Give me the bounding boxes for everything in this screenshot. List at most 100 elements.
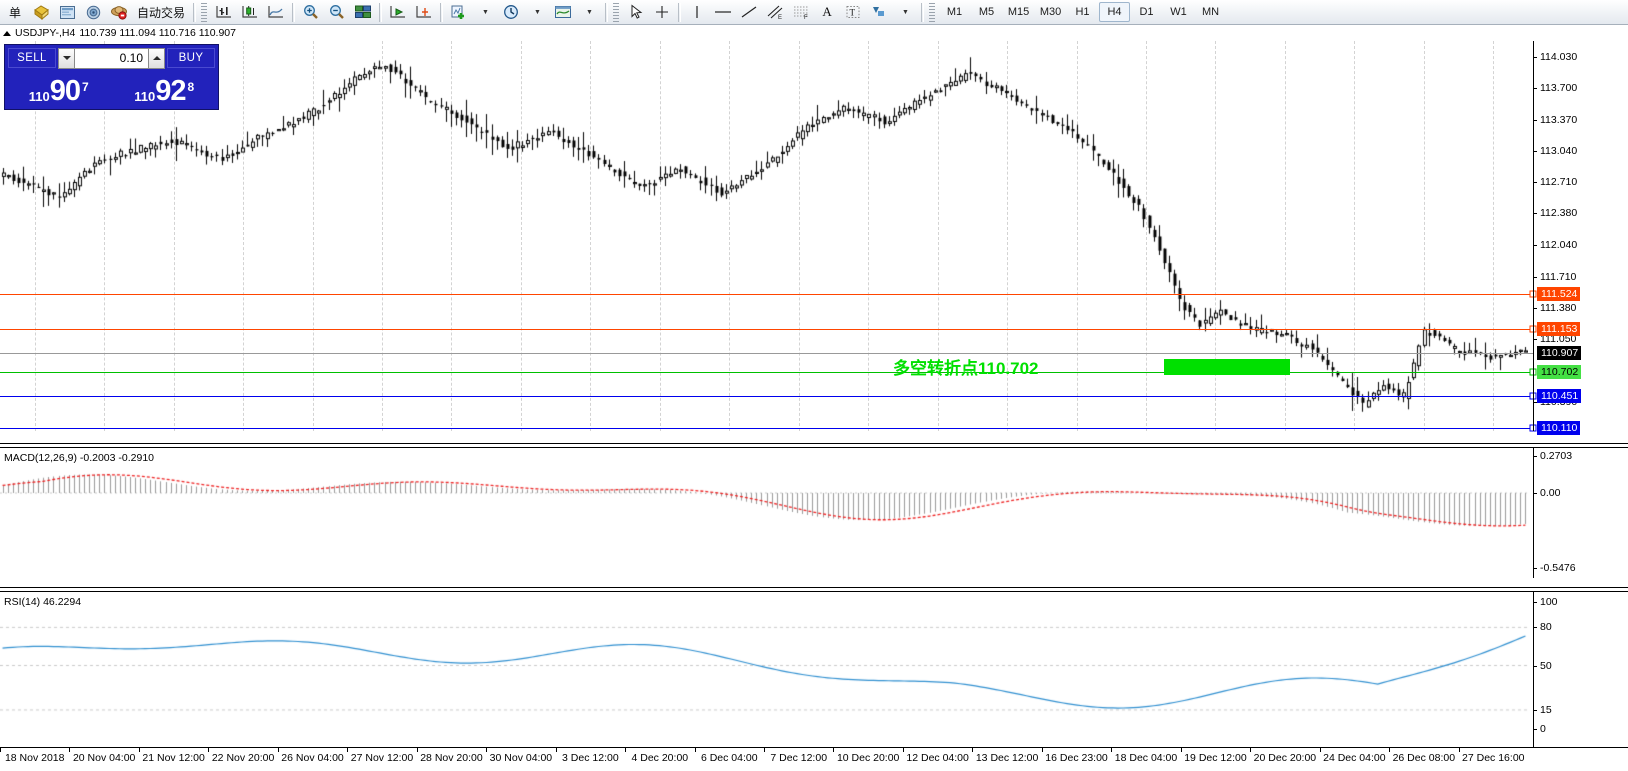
timeframe-button-w1[interactable]: W1: [1170, 6, 1187, 18]
rsi-tick: [1533, 627, 1537, 629]
time-axis[interactable]: 18 Nov 2018 20 Nov 04:00 21 Nov 12:00 22 No…: [0, 747, 1628, 771]
cursor-icon[interactable]: [623, 1, 649, 23]
timeframe-button-m15[interactable]: M15: [1007, 6, 1030, 18]
history-data-icon[interactable]: [28, 1, 54, 23]
one-click-trading-panel[interactable]: SELL 0.10 BUY 110 90 7 110 92 8: [4, 44, 219, 110]
trade-panel-prices: 110 90 7 110 92 8: [5, 71, 218, 109]
level-line-111.524[interactable]: [0, 294, 1533, 296]
sell-button[interactable]: SELL: [8, 48, 56, 68]
price-tick-label: 112.710: [1540, 176, 1578, 189]
periods-dropdown-arrow[interactable]: ▼: [534, 8, 541, 16]
zoom-out-icon[interactable]: [324, 1, 350, 23]
bar-chart-icon[interactable]: [211, 1, 237, 23]
rsi-tick: [1533, 665, 1537, 667]
level-line-110.110[interactable]: [0, 428, 1533, 430]
time-divider: [1042, 748, 1043, 752]
macd-tick: [1533, 568, 1537, 569]
level-line-110.451[interactable]: [0, 395, 1533, 397]
macd-tick-label: 0.2703: [1540, 450, 1573, 462]
timeframe-button-m5[interactable]: M5: [978, 6, 995, 18]
time-tick-label: 20 Nov 04:00: [72, 752, 136, 764]
level-line-111.153[interactable]: [0, 329, 1533, 331]
chart-shift-icon[interactable]: [411, 1, 437, 23]
volume-stepper[interactable]: 0.10: [58, 47, 165, 69]
terminal-icon[interactable]: [54, 1, 80, 23]
toolbar-grip-1[interactable]: [201, 2, 208, 22]
indicators-icon[interactable]: [446, 1, 472, 23]
timeframe-button-d1[interactable]: D1: [1139, 6, 1154, 18]
shapes-dropdown-arrow[interactable]: ▼: [902, 8, 909, 16]
rsi-tick: [1533, 602, 1537, 603]
auto-scroll-icon[interactable]: [385, 1, 411, 23]
time-divider: [486, 748, 487, 752]
candlestick-chart-icon[interactable]: [237, 1, 263, 23]
data-window-icon[interactable]: [80, 1, 106, 23]
time-tick-label: 3 Dec 12:00: [562, 752, 619, 764]
templates-icon[interactable]: [550, 1, 576, 23]
svg-text:F: F: [804, 15, 808, 20]
tile-windows-icon[interactable]: [350, 1, 376, 23]
highlight-rectangle[interactable]: [1164, 359, 1290, 375]
volume-increase-button[interactable]: [148, 47, 165, 69]
horizontal-line-icon[interactable]: [710, 1, 736, 23]
toolbar-grip-3[interactable]: [929, 2, 936, 22]
level-line-110.702[interactable]: [0, 372, 1533, 374]
toolbar-separator-6: [678, 2, 682, 22]
turning-point-annotation[interactable]: 多空转折点110.702: [893, 359, 1039, 378]
time-tick-label: 24 Dec 04:00: [1323, 752, 1386, 764]
toolbar-grip-2[interactable]: [613, 2, 620, 22]
buy-button[interactable]: BUY: [167, 48, 215, 68]
indicators-dropdown-arrow[interactable]: ▼: [482, 8, 489, 16]
expert-advisor-icon[interactable]: [106, 1, 132, 23]
text-label-icon[interactable]: T: [840, 1, 866, 23]
pane-separator-2: [0, 447, 1628, 448]
price-tick: [1533, 119, 1537, 121]
timeframe-button-m1[interactable]: M1: [946, 6, 963, 18]
rsi-tick: [1533, 709, 1537, 711]
line-chart-icon[interactable]: [263, 1, 289, 23]
templates-dropdown-arrow[interactable]: ▼: [586, 8, 593, 16]
timeframe-button-m30[interactable]: M30: [1039, 6, 1062, 18]
shapes-icon[interactable]: [866, 1, 892, 23]
vertical-line-icon[interactable]: [684, 1, 710, 23]
macd-pane[interactable]: MACD(12,26,9) -0.2003 -0.2910 0.2703 0.00…: [0, 448, 1628, 578]
time-tick-label: 21 Nov 12:00: [142, 752, 205, 764]
text-icon[interactable]: A: [822, 4, 832, 19]
timeframe-button-mn[interactable]: MN: [1201, 6, 1220, 18]
zoom-in-icon[interactable]: [298, 1, 324, 23]
price-scale[interactable]: 114.030 113.700 113.370 113.040 112.710 112.3…: [1533, 41, 1628, 431]
volume-input[interactable]: 0.10: [75, 47, 148, 69]
time-tick-label: 26 Dec 08:00: [1392, 752, 1456, 764]
main-toolbar: 单 自动交易: [0, 0, 1628, 25]
price-tick: [1533, 57, 1537, 59]
level-price-label-111.524: 111.524: [1537, 287, 1581, 302]
rsi-tick: [1533, 729, 1537, 730]
price-chart-pane[interactable]: 多空转折点110.702 114.030 113.700 113.370 113.04…: [0, 41, 1628, 436]
time-divider: [625, 748, 626, 752]
fibonacci-icon[interactable]: F: [788, 1, 814, 23]
timeframe-button-h1[interactable]: H1: [1075, 6, 1090, 18]
trade-panel-top-row: SELL 0.10 BUY: [5, 45, 218, 71]
time-divider: [972, 748, 973, 752]
macd-tick: [1533, 456, 1537, 457]
equidistant-channel-icon[interactable]: E: [762, 1, 788, 23]
buy-price-box[interactable]: 110 92 8: [112, 71, 216, 107]
sell-price-box[interactable]: 110 90 7: [7, 71, 111, 107]
collapse-triangle-icon[interactable]: [3, 30, 11, 36]
autotrade-button[interactable]: 自动交易: [132, 1, 190, 23]
timeframe-button-h4[interactable]: H4: [1099, 2, 1131, 22]
periods-icon[interactable]: [498, 1, 524, 23]
toolbar-separator-3: [379, 2, 383, 22]
rsi-tick-label: 50: [1540, 659, 1552, 672]
price-tick-label: 112.380: [1540, 207, 1578, 220]
rsi-tick-label: 0: [1540, 723, 1546, 735]
time-tick-label: 30 Nov 04:00: [489, 752, 553, 764]
level-line-110.907[interactable]: [0, 352, 1533, 354]
new-order-icon[interactable]: 单: [2, 1, 28, 23]
crosshair-icon[interactable]: [649, 1, 675, 23]
time-divider: [1111, 748, 1112, 752]
rsi-scale-axis: [1533, 592, 1534, 747]
rsi-pane[interactable]: RSI(14) 46.2294 100 80 50 15 0: [0, 592, 1628, 747]
volume-decrease-button[interactable]: [58, 47, 75, 69]
trendline-icon[interactable]: [736, 1, 762, 23]
